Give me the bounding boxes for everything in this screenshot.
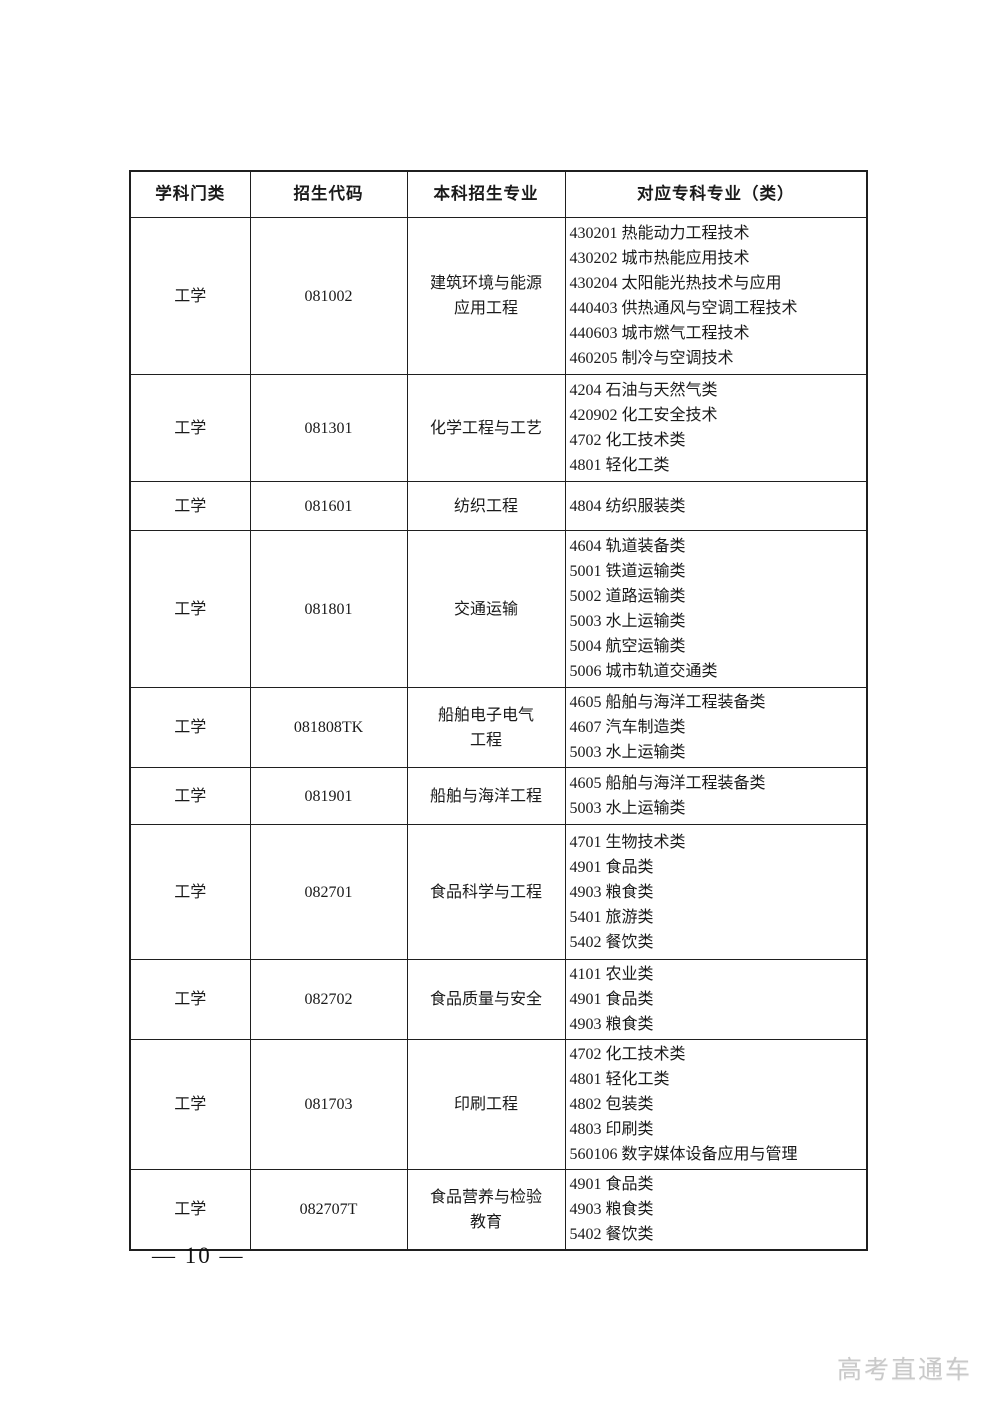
specialties-cell: 4101 农业类 4901 食品类 4903 粮食类: [564, 959, 868, 1040]
specialties-cell: 4605 船舶与海洋工程装备类 4607 汽车制造类 5003 水上运输类: [564, 687, 868, 768]
header-cell-undergraduate-major: 本科招生专业: [406, 170, 566, 218]
enrollment-code-cell: 081002: [249, 217, 408, 375]
table-row: 工学 082707T 食品营养与检验 教育 4901 食品类 4903 粮食类 540…: [129, 1169, 868, 1251]
discipline-category-cell: 工学: [129, 824, 251, 960]
specialties-cell: 4701 生物技术类 4901 食品类 4903 粮食类 5401 旅游类 5402 餐…: [564, 824, 868, 960]
undergraduate-major-cell: 食品营养与检验 教育: [406, 1169, 566, 1251]
table-row: 工学 081901 船舶与海洋工程 4605 船舶与海洋工程装备类 5003 水上…: [129, 767, 868, 825]
discipline-category-cell: 工学: [129, 687, 251, 768]
table-row: 工学 081808TK 船舶电子电气 工程 4605 船舶与海洋工程装备类 4607…: [129, 687, 868, 768]
discipline-category-cell: 工学: [129, 481, 251, 531]
enrollment-code-cell: 081703: [249, 1039, 408, 1170]
specialties-cell: 430201 热能动力工程技术 430202 城市热能应用技术 430204 太阳能…: [564, 217, 868, 375]
enrollment-code-cell: 081801: [249, 530, 408, 688]
table-row: 工学 081801 交通运输 4604 轨道装备类 5001 铁道运输类 5002 …: [129, 530, 868, 688]
discipline-category-cell: 工学: [129, 374, 251, 482]
enrollment-code-cell: 081301: [249, 374, 408, 482]
enrollment-code-cell: 081601: [249, 481, 408, 531]
table-row: 工学 082702 食品质量与安全 4101 农业类 4901 食品类 4903 粮…: [129, 959, 868, 1040]
page-number: — 10 —: [152, 1243, 245, 1268]
specialties-cell: 4605 船舶与海洋工程装备类 5003 水上运输类: [564, 767, 868, 825]
enrollment-code-cell: 082707T: [249, 1169, 408, 1251]
undergraduate-major-cell: 船舶与海洋工程: [406, 767, 566, 825]
discipline-category-cell: 工学: [129, 959, 251, 1040]
watermark-logo: 高考直通车: [836, 1356, 972, 1384]
enrollment-code-cell: 081808TK: [249, 687, 408, 768]
specialties-cell: 4204 石油与天然气类 420902 化工安全技术 4702 化工技术类 4801 …: [564, 374, 868, 482]
header-cell-corresponding-specialties: 对应专科专业（类）: [564, 170, 868, 218]
enrollment-code-cell: 081901: [249, 767, 408, 825]
undergraduate-major-cell: 印刷工程: [406, 1039, 566, 1170]
table-header-row: 学科门类 招生代码 本科招生专业 对应专科专业（类）: [129, 170, 868, 218]
discipline-category-cell: 工学: [129, 1169, 251, 1251]
undergraduate-major-cell: 食品质量与安全: [406, 959, 566, 1040]
enrollment-code-cell: 082701: [249, 824, 408, 960]
undergraduate-major-cell: 食品科学与工程: [406, 824, 566, 960]
header-cell-discipline-category: 学科门类: [129, 170, 251, 218]
table-row: 工学 081002 建筑环境与能源 应用工程 430201 热能动力工程技术 430…: [129, 217, 868, 375]
specialties-cell: 4804 纺织服装类: [564, 481, 868, 531]
specialties-cell: 4702 化工技术类 4801 轻化工类 4802 包装类 4803 印刷类 56010…: [564, 1039, 868, 1170]
undergraduate-major-cell: 交通运输: [406, 530, 566, 688]
discipline-category-cell: 工学: [129, 530, 251, 688]
undergraduate-major-cell: 化学工程与工艺: [406, 374, 566, 482]
majors-table: 学科门类 招生代码 本科招生专业 对应专科专业（类） 工学 081002 建筑环…: [129, 170, 868, 1251]
undergraduate-major-cell: 建筑环境与能源 应用工程: [406, 217, 566, 375]
discipline-category-cell: 工学: [129, 217, 251, 375]
discipline-category-cell: 工学: [129, 767, 251, 825]
table-row: 工学 081703 印刷工程 4702 化工技术类 4801 轻化工类 4802 包…: [129, 1039, 868, 1170]
header-cell-enrollment-code: 招生代码: [249, 170, 408, 218]
discipline-category-cell: 工学: [129, 1039, 251, 1170]
enrollment-code-cell: 082702: [249, 959, 408, 1040]
specialties-cell: 4604 轨道装备类 5001 铁道运输类 5002 道路运输类 5003 水上运输类…: [564, 530, 868, 688]
specialties-cell: 4901 食品类 4903 粮食类 5402 餐饮类: [564, 1169, 868, 1251]
table-row: 工学 081601 纺织工程 4804 纺织服装类: [129, 481, 868, 531]
undergraduate-major-cell: 纺织工程: [406, 481, 566, 531]
undergraduate-major-cell: 船舶电子电气 工程: [406, 687, 566, 768]
table-row: 工学 081301 化学工程与工艺 4204 石油与天然气类 420902 化工安…: [129, 374, 868, 482]
table-row: 工学 082701 食品科学与工程 4701 生物技术类 4901 食品类 4903…: [129, 824, 868, 960]
